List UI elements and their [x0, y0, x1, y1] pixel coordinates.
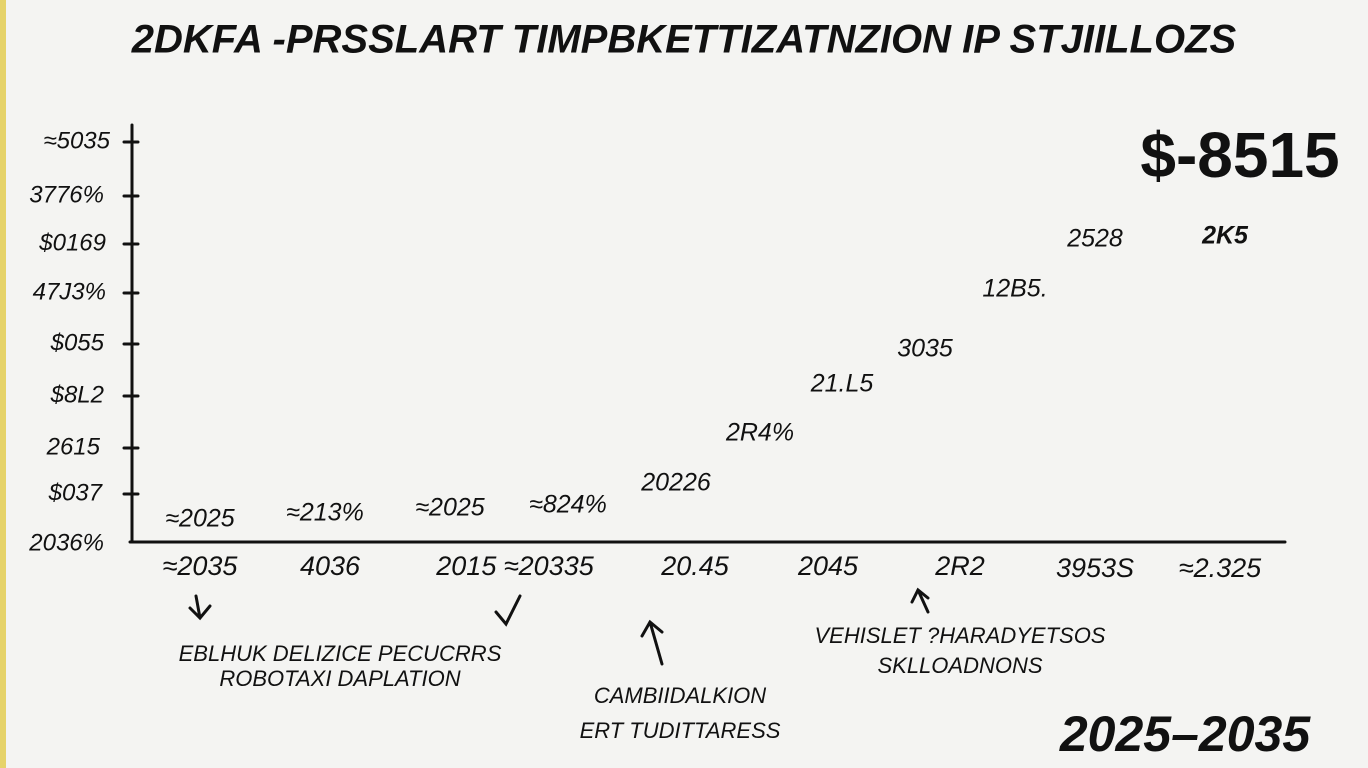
arrow: [494, 594, 522, 627]
arrows: [188, 587, 930, 666]
headline-value: $-8515: [1140, 119, 1339, 191]
y-label: $055: [50, 329, 105, 356]
x-labels: ≈2035 4036 2015 ≈20335 20.45 2045 2R2 39…: [163, 551, 1263, 583]
y-labels: ≈5035 3776% $0169 47J3% $055 $8L2 2615 $…: [28, 127, 110, 556]
point-label: 2K5: [1201, 222, 1249, 250]
point-label: 21.L5: [810, 370, 874, 398]
annotations: EBLHUK DELIZICE PECUCRRS ROBOTAXI DAPLAT…: [179, 623, 1106, 743]
arrow: [640, 619, 664, 666]
y-label: $8L2: [50, 381, 104, 408]
edge-strip: [0, 0, 6, 768]
arrow: [188, 594, 212, 621]
x-label: 3953S: [1056, 553, 1134, 583]
y-label: $0169: [38, 229, 106, 256]
x-label: 2045: [797, 551, 859, 581]
annotation: EBLHUK DELIZICE PECUCRRS: [179, 641, 502, 666]
y-label: ≈5035: [43, 127, 110, 154]
y-label: 2036%: [28, 529, 104, 556]
annotation: CAMBIIDALKION: [594, 683, 766, 708]
annotation: ROBOTAXI DAPLATION: [219, 666, 460, 691]
y-label: 47J3%: [33, 278, 106, 305]
point-labels: ≈2025 ≈213% ≈2025 ≈824% 20226 2R4% 21.L5…: [165, 222, 1249, 533]
title: 2DKFA -PRSSLART TIMPBKETTIZATNZION IP ST…: [131, 18, 1237, 62]
x-label: 2015 ≈20335: [435, 551, 594, 581]
point-label: 20226: [640, 469, 711, 497]
x-label: ≈2035: [163, 551, 239, 581]
x-label: 20.45: [660, 551, 730, 581]
y-label: 2615: [46, 433, 101, 460]
point-label: 3035: [897, 335, 953, 363]
y-label: 3776%: [29, 181, 104, 208]
arrow: [910, 587, 930, 614]
point-label: 2R4%: [725, 419, 794, 447]
point-label: ≈2025: [415, 494, 484, 522]
point-label: ≈213%: [286, 499, 364, 527]
y-ticks: [122, 140, 140, 496]
point-label: ≈2025: [165, 505, 234, 533]
point-label: 12B5.: [982, 275, 1047, 303]
x-label: ≈2.325: [1179, 553, 1262, 583]
point-label: ≈824%: [529, 491, 607, 519]
x-label: 2R2: [934, 551, 985, 581]
annotation: SKLLOADNONS: [877, 653, 1042, 678]
annotation: ERT TUDITTARESS: [580, 718, 781, 743]
point-label: 2528: [1066, 225, 1123, 253]
y-label: $037: [48, 479, 104, 506]
period: 2025–2035: [1059, 706, 1311, 762]
x-label: 4036: [300, 551, 361, 581]
annotation: VEHISLET ?HARADYETSOS: [815, 623, 1106, 648]
